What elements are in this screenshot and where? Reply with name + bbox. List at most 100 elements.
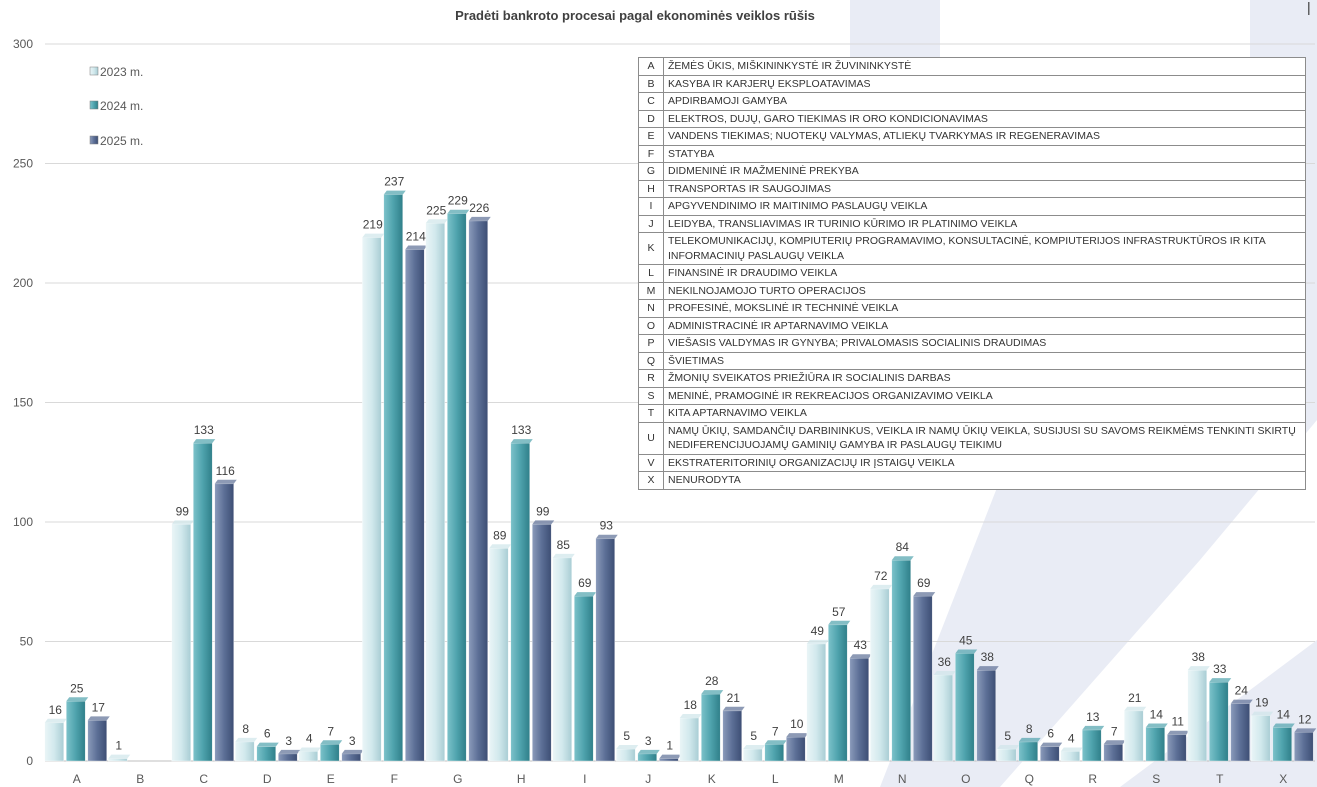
code-table-row: X NENURODYTA: [638, 471, 1306, 490]
data-label: 38: [1192, 650, 1206, 664]
code-table-row: G DIDMENINĖ IR MAŽMENINĖ PREKYBA: [638, 162, 1306, 181]
bar-I-series-1: [573, 595, 594, 762]
data-label: 69: [578, 576, 592, 590]
code-cell: H: [638, 179, 664, 198]
code-table-row: F STATYBA: [638, 144, 1306, 163]
data-label: 226: [469, 201, 489, 215]
data-label: 24: [1235, 684, 1249, 698]
y-tick-label: 250: [13, 157, 33, 171]
y-tick-label: 200: [13, 276, 33, 290]
code-table-row: B KASYBA IR KARJERŲ EKSPLOATAVIMAS: [638, 74, 1306, 93]
bar-Q-series-0: [996, 748, 1017, 762]
y-axis: 0 50 100 150 200 250 300: [13, 37, 33, 768]
bar-N-series-2: [912, 595, 933, 762]
x-tick-label: J: [645, 772, 651, 786]
legend-label: 2024 m.: [100, 99, 143, 113]
bar-E-series-0: [298, 751, 319, 762]
bar-top-O-series-2: [976, 666, 999, 671]
code-description-cell: ŽMONIŲ SVEIKATOS PRIEŽIŪRA IR SOCIALINIS…: [663, 369, 1306, 388]
data-label: 5: [750, 729, 757, 743]
data-label: 4: [1068, 731, 1075, 745]
code-description-cell: DIDMENINĖ IR MAŽMENINĖ PREKYBA: [663, 162, 1306, 181]
code-description-cell: LEIDYBA, TRANSLIAVIMAS IR TURINIO KŪRIMO…: [663, 214, 1306, 233]
bar-O-series-1: [954, 653, 975, 762]
bar-R-series-1: [1081, 729, 1102, 762]
data-label: 5: [1004, 729, 1011, 743]
data-label: 1: [115, 739, 122, 753]
y-tick-label: 150: [13, 396, 33, 410]
activity-code-table: A ŽEMĖS ŪKIS, MIŠKININKYSTĖ IR ŽUVININKYS…: [638, 57, 1306, 490]
bar-X-series-1: [1272, 727, 1293, 762]
bar-A-series-2: [87, 720, 108, 762]
bar-X-series-2: [1293, 732, 1314, 762]
y-tick-label: 50: [20, 635, 34, 649]
x-tick-label: F: [391, 772, 398, 786]
data-label: 57: [832, 605, 846, 619]
data-label: 6: [264, 727, 271, 741]
bar-O-series-2: [976, 669, 997, 762]
bar-J-series-2: [658, 758, 679, 762]
x-tick-label: L: [772, 772, 779, 786]
code-cell: T: [638, 404, 664, 423]
bar-top-J-series-1: [637, 749, 660, 754]
bar-top-N-series-1: [891, 556, 914, 561]
data-label: 99: [176, 504, 190, 518]
code-table-row: D ELEKTROS, DUJŲ, GARO TIEKIMAS IR ORO KO…: [638, 109, 1306, 128]
bar-top-X-series-1: [1272, 723, 1295, 728]
code-cell: K: [638, 232, 664, 265]
code-description-cell: ŽEMĖS ŪKIS, MIŠKININKYSTĖ IR ŽUVININKYST…: [663, 57, 1306, 76]
legend-label: 2023 m.: [100, 65, 143, 79]
code-table-row: H TRANSPORTAS IR SAUGOJIMAS: [638, 179, 1306, 198]
legend-swatch: [89, 66, 99, 76]
x-tick-label: G: [453, 772, 462, 786]
code-cell: E: [638, 127, 664, 146]
code-table-row: P VIEŠASIS VALDYMAS IR GYNYBA; PRIVALOMAS…: [638, 334, 1306, 353]
bar-R-series-2: [1103, 743, 1124, 762]
code-table-row: N PROFESINĖ, MOKSLINĖ IR TECHNINĖ VEIKLA: [638, 299, 1306, 318]
bar-E-series-1: [319, 743, 340, 762]
code-description-cell: PROFESINĖ, MOKSLINĖ IR TECHNINĖ VEIKLA: [663, 299, 1306, 318]
bar-top-D-series-0: [235, 737, 258, 742]
bar-Q-series-2: [1039, 746, 1060, 762]
bar-G-series-0: [425, 222, 446, 762]
x-tick-label: D: [263, 772, 272, 786]
bar-top-C-series-2: [214, 479, 237, 484]
code-description-cell: NENURODYTA: [663, 471, 1306, 490]
code-table-row: V EKSTRATERITORINIŲ ORGANIZACIJŲ IR ĮSTAI…: [638, 453, 1306, 472]
data-label: 69: [917, 576, 931, 590]
code-table-row: E VANDENS TIEKIMAS; NUOTEKŲ VALYMAS, ATLI…: [638, 127, 1306, 146]
data-label: 8: [242, 722, 249, 736]
bar-top-L-series-0: [743, 745, 766, 750]
data-label: 133: [511, 423, 531, 437]
bar-top-E-series-1: [320, 740, 343, 745]
bar-top-S-series-0: [1124, 706, 1147, 711]
code-cell: B: [638, 74, 664, 93]
code-cell: V: [638, 453, 664, 472]
code-description-cell: APGYVENDINIMO IR MAITINIMO PASLAUGŲ VEIK…: [663, 197, 1306, 216]
y-tick-label: 300: [13, 37, 33, 51]
x-tick-label: T: [1216, 772, 1224, 786]
code-cell: M: [638, 281, 664, 300]
code-table-row: U NAMŲ ŪKIŲ, SAMDANČIŲ DARBININKUS, VEIKL…: [638, 421, 1306, 455]
corner-mark: |: [1307, 0, 1311, 15]
code-cell: X: [638, 471, 664, 490]
bar-M-series-2: [849, 657, 870, 762]
bar-F-series-2: [404, 249, 425, 762]
bar-top-D-series-1: [256, 742, 279, 747]
data-label: 116: [216, 464, 235, 478]
bar-top-D-series-2: [278, 749, 301, 754]
bar-top-X-series-2: [1294, 728, 1317, 733]
bar-I-series-2: [595, 538, 616, 762]
x-tick-label: S: [1152, 772, 1160, 786]
bar-top-C-series-1: [193, 439, 216, 444]
code-table-row: A ŽEMĖS ŪKIS, MIŠKININKYSTĖ IR ŽUVININKYS…: [638, 57, 1306, 76]
code-table-row: I APGYVENDINIMO IR MAITINIMO PASLAUGŲ VEI…: [638, 197, 1306, 216]
code-description-cell: VIEŠASIS VALDYMAS IR GYNYBA; PRIVALOMASI…: [663, 334, 1306, 353]
code-table-row: S MENINĖ, PRAMOGINĖ IR REKREACIJOS ORGANI…: [638, 386, 1306, 405]
code-cell: I: [638, 197, 664, 216]
data-label: 45: [959, 633, 973, 647]
x-tick-label: X: [1279, 772, 1287, 786]
data-label: 21: [1128, 691, 1142, 705]
bar-D-series-0: [234, 741, 255, 762]
code-cell: S: [638, 386, 664, 405]
